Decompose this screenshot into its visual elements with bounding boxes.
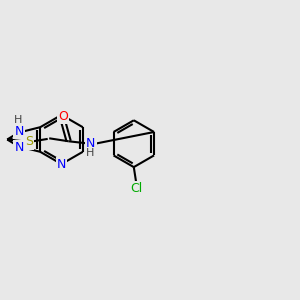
Text: O: O: [58, 110, 68, 123]
Text: H: H: [14, 115, 22, 125]
Text: Cl: Cl: [131, 182, 143, 195]
Text: N: N: [14, 125, 24, 138]
Text: N: N: [57, 158, 66, 171]
Text: H: H: [86, 148, 94, 158]
Text: N: N: [14, 141, 24, 154]
Text: S: S: [25, 135, 33, 148]
Text: N: N: [86, 136, 96, 150]
